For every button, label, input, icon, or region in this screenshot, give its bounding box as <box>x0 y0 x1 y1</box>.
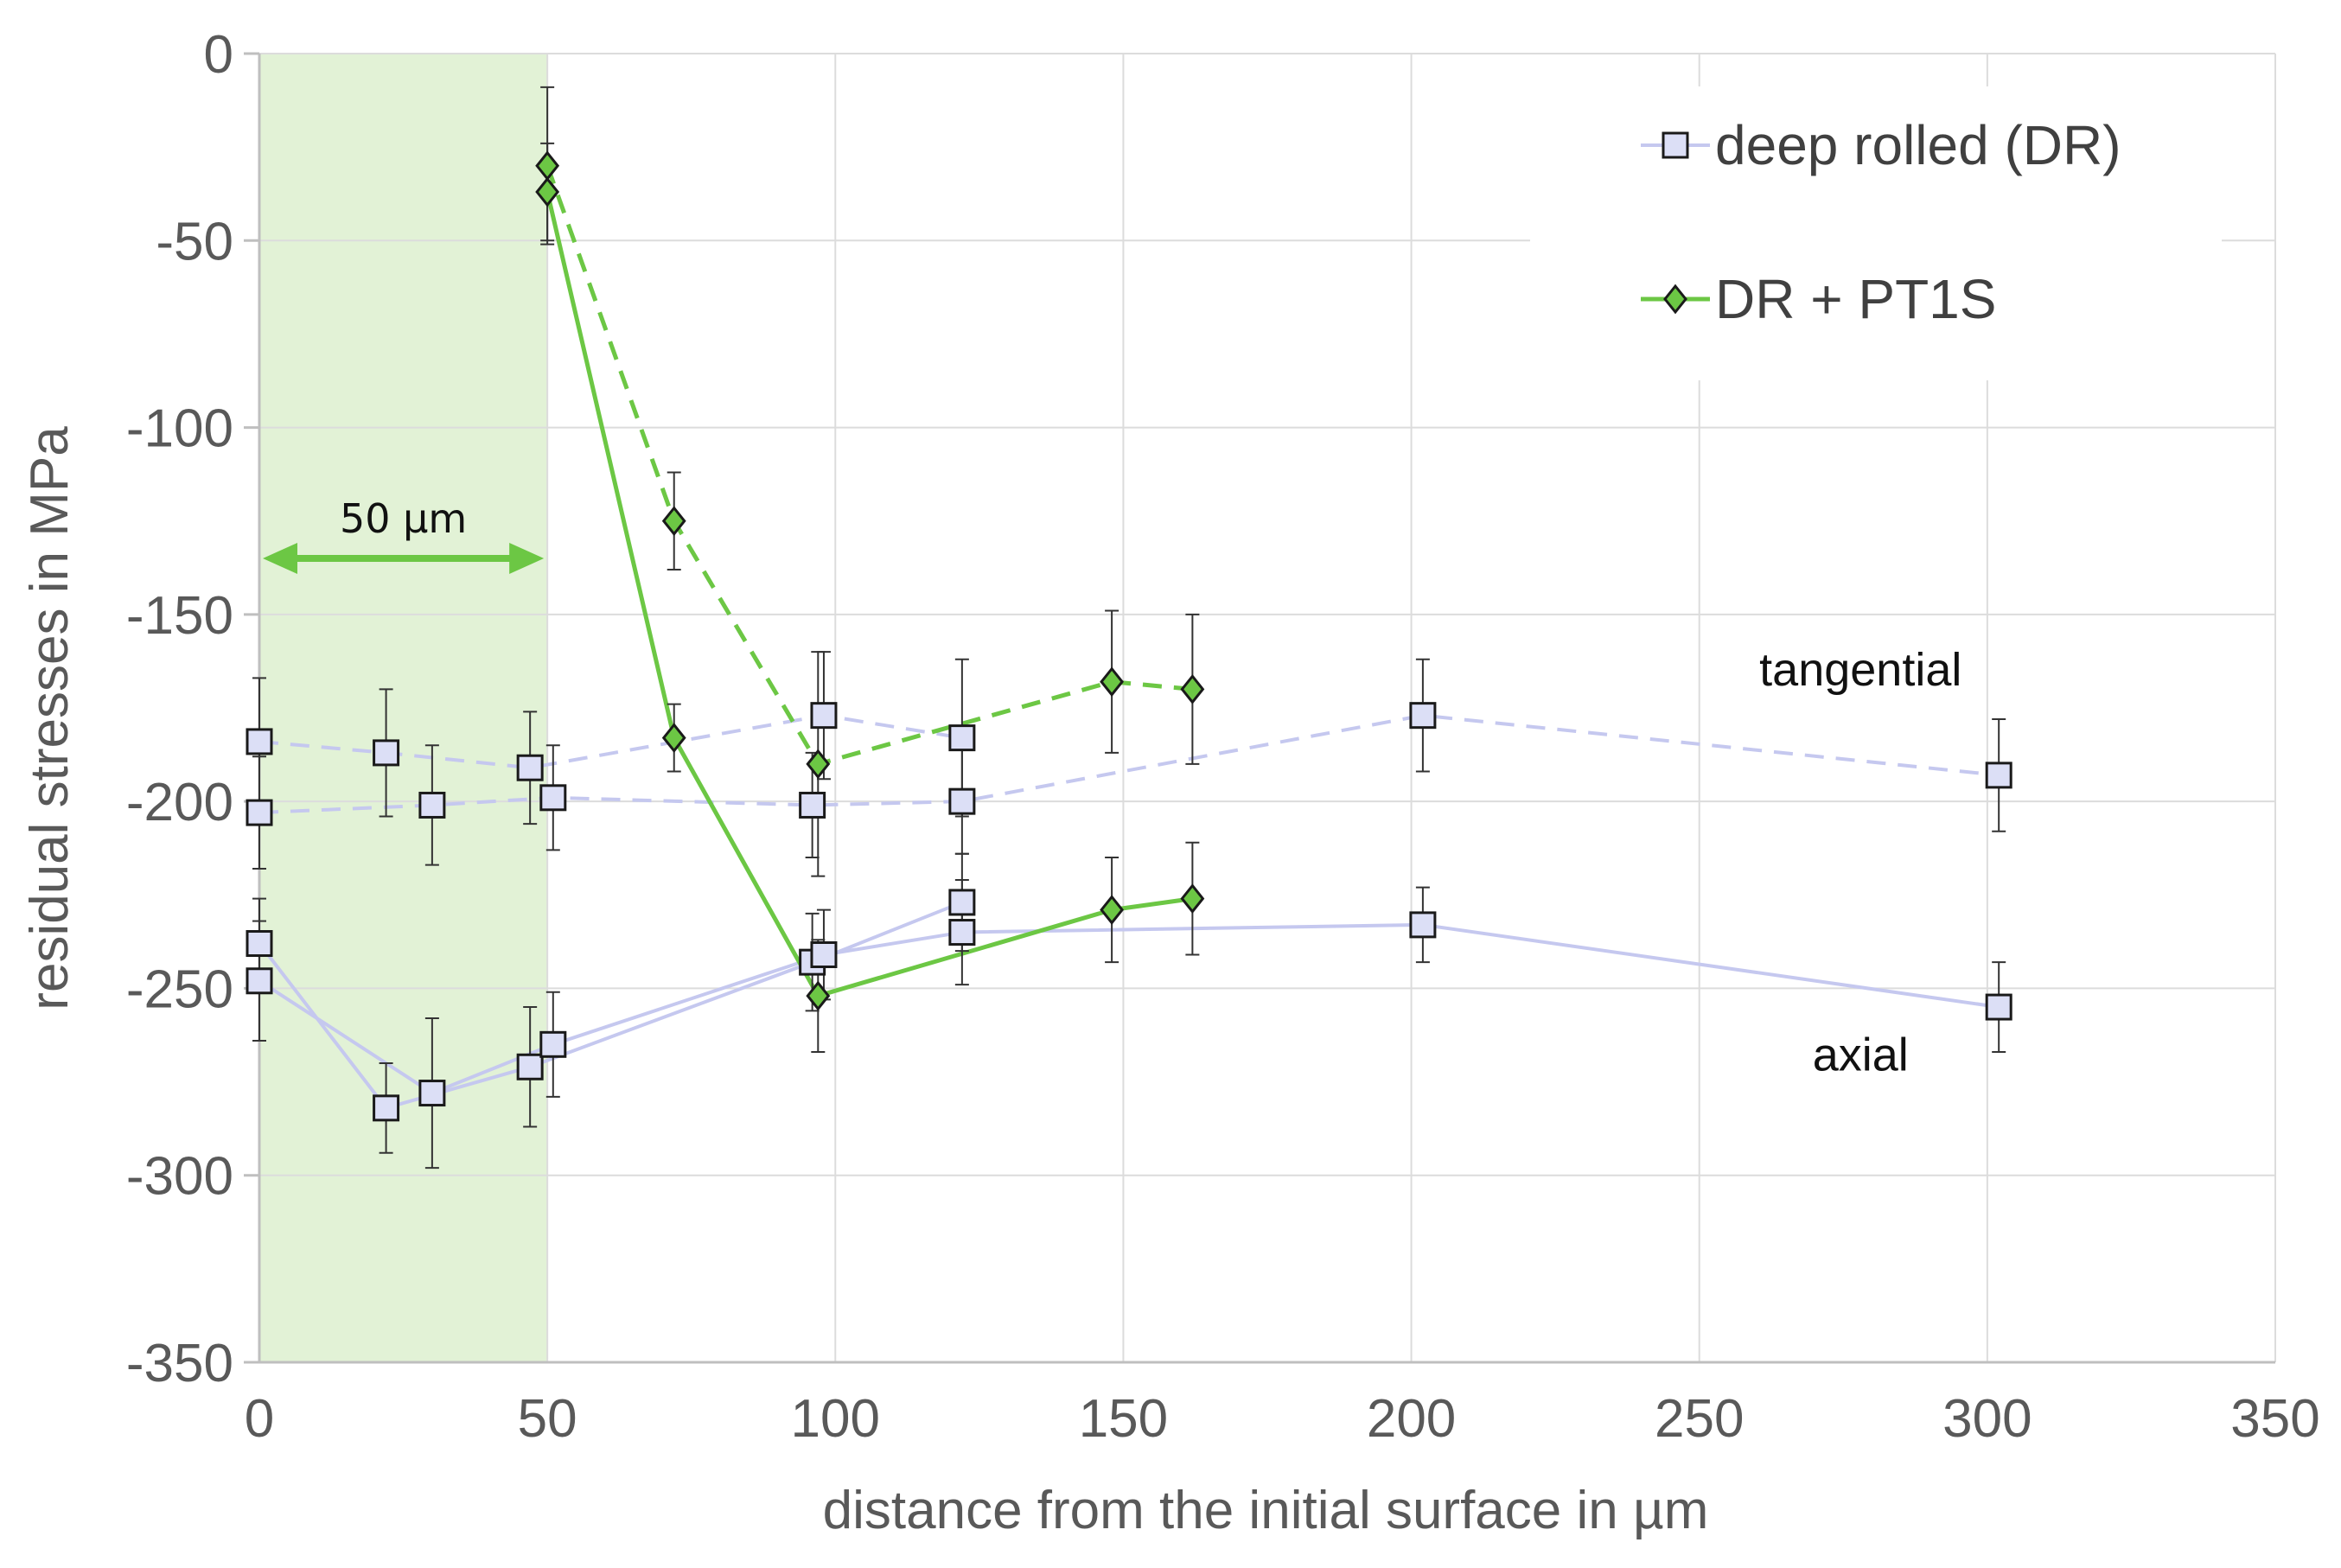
data-point-dr-pt1s-2 <box>806 980 831 1011</box>
annotation-tangential: tangential <box>1759 644 1961 696</box>
x-tick-label: 50 <box>518 1389 577 1449</box>
y-tick-label: 0 <box>204 25 233 85</box>
data-point-deep-rolled-dr-3 <box>516 1053 544 1080</box>
legend-label: DR + PT1S <box>1715 268 1996 330</box>
data-point-deep-rolled-dr <box>516 754 544 781</box>
data-point-deep-rolled-dr-4 <box>246 967 273 995</box>
data-point-deep-rolled-dr-4 <box>539 1030 567 1058</box>
data-point-dr-pt1s-2 <box>1100 895 1125 925</box>
data-point-dr-pt1s <box>806 749 831 780</box>
y-tick-label: -200 <box>126 773 233 832</box>
legend-item-dr-pt1s: DR + PT1S <box>1641 268 1996 330</box>
data-point-deep-rolled-dr-2 <box>418 791 446 819</box>
x-axis-title: distance from the initial surface in µm <box>823 1481 1709 1540</box>
x-tick-label: 350 <box>2230 1389 2319 1449</box>
annotations: tangential axial <box>1759 644 1961 1081</box>
data-point-dr-pt1s-2 <box>661 723 686 754</box>
shaded-region-layer: 50 µm <box>259 54 548 1362</box>
data-point-dr-pt1s-2 <box>1180 883 1205 915</box>
data-point-deep-rolled-dr-4 <box>1409 911 1437 939</box>
legend-marker-diamond-icon <box>1663 284 1687 315</box>
data-point-deep-rolled-dr <box>810 702 838 730</box>
data-point-deep-rolled-dr-3 <box>948 889 976 916</box>
data-point-deep-rolled-dr-2 <box>799 791 826 819</box>
shaded-region-arrow-right-head <box>509 542 545 574</box>
x-tick-label: 250 <box>1655 1389 1744 1449</box>
data-point-deep-rolled-dr-2 <box>246 799 273 826</box>
data-point-deep-rolled-dr-2 <box>539 784 567 812</box>
data-point-dr-pt1s <box>1180 673 1205 704</box>
data-point-deep-rolled-dr-4 <box>418 1080 446 1107</box>
shaded-region <box>259 54 548 1362</box>
x-tick-label: 150 <box>1079 1389 1168 1449</box>
x-tick-label: 0 <box>245 1389 274 1449</box>
data-point-deep-rolled-dr-4 <box>948 919 976 947</box>
data-markers <box>246 150 2012 1122</box>
annotation-axial: axial <box>1813 1029 1909 1081</box>
data-point-deep-rolled-dr-2 <box>1985 762 2012 789</box>
data-point-deep-rolled-dr <box>246 728 273 755</box>
y-axis-title: residual stresses in MPa <box>20 426 80 1010</box>
data-point-deep-rolled-dr <box>373 739 400 767</box>
y-tick-label: -100 <box>126 399 233 459</box>
y-tick-label: -50 <box>156 212 233 271</box>
legend-marker-square-icon <box>1662 131 1689 159</box>
data-point-dr-pt1s-2 <box>535 176 560 207</box>
y-tick-label: -250 <box>126 959 233 1019</box>
x-tick-label: 300 <box>1942 1389 2032 1449</box>
x-tick-label: 100 <box>791 1389 880 1449</box>
data-point-deep-rolled-dr-3 <box>373 1094 400 1122</box>
data-point-deep-rolled-dr-2 <box>1409 702 1437 730</box>
legend-box <box>1530 86 2222 380</box>
data-point-dr-pt1s <box>661 506 686 537</box>
x-tick-label: 200 <box>1367 1389 1456 1449</box>
data-point-deep-rolled-dr <box>948 724 976 752</box>
data-point-deep-rolled-dr-4 <box>1985 993 2012 1021</box>
legend-item-deep-rolled: deep rolled (DR) <box>1641 114 2121 176</box>
shaded-region-label: 50 µm <box>340 495 467 542</box>
y-tick-label: -150 <box>126 586 233 646</box>
shaded-region-arrow-left-head <box>263 542 297 574</box>
legend: deep rolled (DR) DR + PT1S <box>1530 86 2222 380</box>
data-point-deep-rolled-dr-2 <box>948 787 976 815</box>
data-point-deep-rolled-dr-3 <box>246 930 273 958</box>
data-point-deep-rolled-dr-4 <box>810 940 838 968</box>
y-tick-label: -350 <box>126 1334 233 1393</box>
legend-label: deep rolled (DR) <box>1715 114 2121 176</box>
y-tick-label: -300 <box>126 1147 233 1207</box>
data-point-dr-pt1s <box>1100 666 1125 698</box>
tick-labels: 0 50 100 150 200 250 300 350 0 -50 -100 -150 -200 -25… <box>126 25 2320 1449</box>
